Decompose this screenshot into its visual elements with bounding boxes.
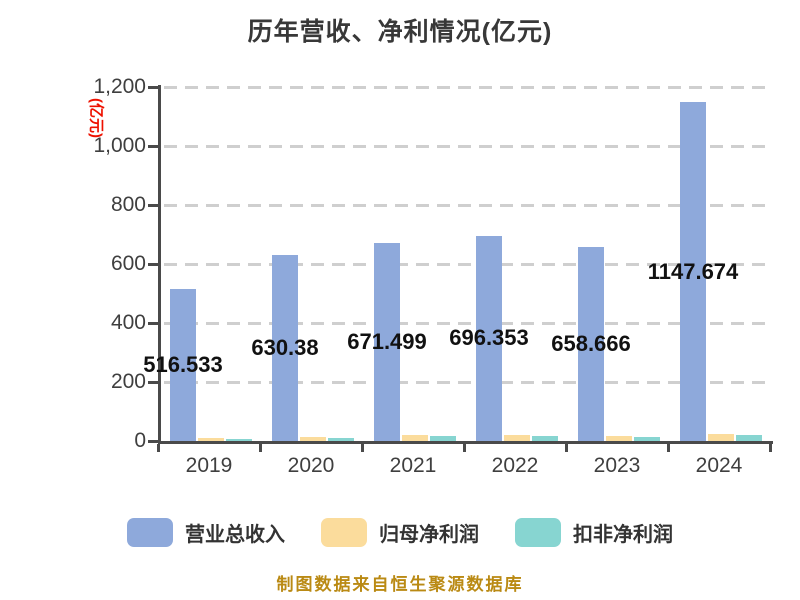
bar-deducted-net-profit-2023 [634,437,660,441]
bar-value-label-2019: 516.533 [143,351,223,377]
bar-deducted-net-profit-2021 [430,435,456,441]
bar-deducted-net-profit-2022 [532,435,558,441]
bar-net-profit-2022 [504,434,530,441]
bar-value-label-2021: 671.499 [347,328,427,354]
x-axis-tick [564,444,568,452]
y-axis-tick [148,439,158,443]
x-axis-line [158,441,773,444]
x-axis-label-2023: 2023 [593,454,641,477]
y-tick-label: 600 [110,252,146,275]
y-tick-label: 1,200 [93,75,146,98]
x-axis-label-2019: 2019 [185,454,233,477]
bar-net-profit-2023 [606,435,632,441]
legend-item-net-profit: 归母净利润 [321,518,479,547]
y-axis-tick [148,262,158,266]
x-axis-tick [768,444,772,452]
x-axis-label-2024: 2024 [695,454,743,477]
x-axis-tick [462,444,466,452]
footer-credit: 制图数据来自恒生聚源数据库 [276,575,524,594]
x-axis-tick [360,444,364,452]
revenue-swatch-icon [127,518,173,547]
bar-net-profit-2020 [300,436,326,441]
bar-deducted-net-profit-2020 [328,437,354,441]
y-gridline [164,85,770,89]
y-axis-tick [148,85,158,89]
x-axis-label-2021: 2021 [389,454,437,477]
legend-label-revenue: 营业总收入 [185,524,285,546]
bar-revenue-2022 [476,235,502,441]
y-axis-tick [148,203,158,207]
y-axis-tick [148,321,158,325]
chart-title: 历年营收、净利情况(亿元) [247,18,553,46]
x-axis-tick [156,444,160,452]
y-tick-label: 400 [110,311,146,334]
y-axis-tick [148,380,158,384]
bar-value-label-2023: 658.666 [551,330,631,356]
x-axis-label-2022: 2022 [491,454,539,477]
x-axis-label-2020: 2020 [287,454,335,477]
bar-net-profit-2019 [198,438,224,441]
y-axis-line [158,85,161,444]
bar-net-profit-2024 [708,434,734,441]
y-axis-tick [148,144,158,148]
y-axis-unit-label: (亿元) [87,98,105,138]
bar-value-label-2024: 1147.674 [647,258,739,284]
legend: 营业总收入 归母净利润 扣非净利润 [0,518,800,547]
y-gridline [164,203,770,207]
legend-label-deducted-net-profit: 扣非净利润 [573,524,673,546]
bar-value-label-2022: 696.353 [449,325,529,351]
bar-revenue-2023 [578,246,604,441]
y-tick-label: 0 [134,429,146,452]
y-tick-label: 200 [110,370,146,393]
y-tick-label: 800 [110,193,146,216]
net-profit-swatch-icon [321,518,367,547]
bar-deducted-net-profit-2019 [226,438,252,441]
y-gridline [164,321,770,325]
bar-revenue-2021 [374,242,400,441]
bar-value-label-2020: 630.38 [251,335,319,361]
x-axis-tick [258,444,262,452]
bar-revenue-2019 [170,288,196,441]
deducted-net-profit-swatch-icon [515,518,561,547]
plot-area: 516.533 630.38 671.499 696.353 658.666 1147.6… [143,85,773,452]
y-tick-label: 1,000 [93,134,146,157]
bar-revenue-2020 [272,255,298,441]
bar-revenue-2024 [680,102,706,441]
legend-item-revenue: 营业总收入 [127,518,285,547]
x-axis-tick [666,444,670,452]
legend-label-net-profit: 归母净利润 [379,524,479,546]
y-gridline [164,380,770,384]
y-gridline [164,262,770,266]
bar-net-profit-2021 [402,435,428,441]
legend-item-deducted-net-profit: 扣非净利润 [515,518,673,547]
bar-deducted-net-profit-2024 [736,435,762,441]
y-gridline [164,144,770,148]
